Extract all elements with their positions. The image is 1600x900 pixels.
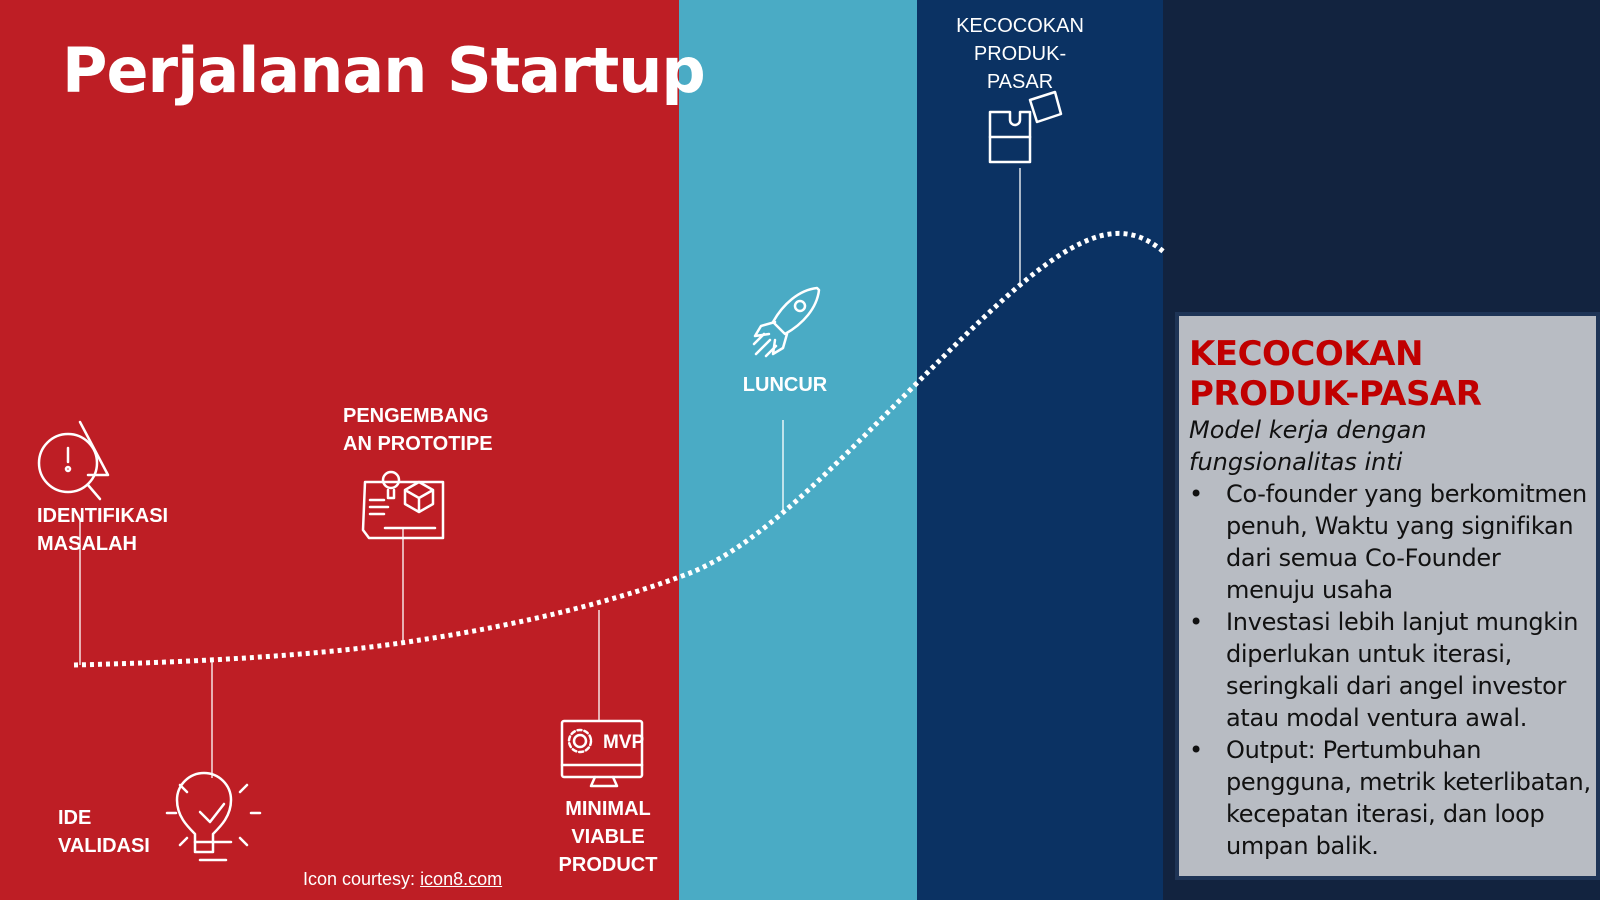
label-line: MINIMAL [565,798,651,820]
bullet-item: Output: Pertumbuhan pengguna, metrik ket… [1189,734,1596,862]
stage-column-launch [679,0,917,900]
panel-bullets: Co-founder yang berkomitmen penuh, Waktu… [1189,478,1596,862]
stage-label-fit: KECOCOKAN PRODUK- PASAR [950,12,1090,96]
label-line: VIABLE [571,826,645,848]
stage-label-launch: LUNCUR [742,374,828,396]
panel-subtitle: Model kerja dengan fungsionalitas inti [1189,416,1427,476]
mvp-monitor-icon [560,719,644,788]
lightbulb-check-icon [165,771,262,862]
label-line: AN PROTOTIPE [343,433,493,455]
stage-label-prototype: PENGEMBANG AN PROTOTIPE [343,402,503,458]
panel-heading: KECOCOKAN PRODUK-PASAR [1189,334,1482,414]
rocket-icon [752,286,821,358]
stage-label-validation: IDE VALIDASI [58,807,150,857]
detail-panel: KECOCOKAN PRODUK-PASAR Model kerja denga… [1175,312,1600,880]
label-line: PRODUK- [973,43,1067,65]
credit-link[interactable]: icon8.com [420,869,503,889]
stage-label-mvp: MINIMAL VIABLE PRODUCT [548,795,668,879]
blueprint-icon [361,470,445,540]
stage-column-fit [917,0,1163,900]
stage-column-early [0,0,679,900]
stage-label-problem: IDENTIFIKASI MASALAH [37,505,169,555]
page-title: Perjalanan Startup [62,34,706,107]
label-line: KECOCOKAN [956,15,1084,37]
puzzle-icon [988,90,1063,164]
growth-curve [73,230,1167,668]
bullet-item: Investasi lebih lanjut mungkin diperluka… [1189,606,1596,734]
bullet-item: Co-founder yang berkomitmen penuh, Waktu… [1189,478,1596,606]
mvp-icon-text: MVP [603,732,645,753]
label-line: PASAR [986,71,1054,93]
label-line: PENGEMBANG [343,405,489,427]
label-line: PRODUCT [558,854,658,876]
warning-search-icon [37,420,110,501]
credit-text: Icon courtesy: [303,869,421,889]
icon-credit: Icon courtesy: icon8.com [303,869,502,890]
